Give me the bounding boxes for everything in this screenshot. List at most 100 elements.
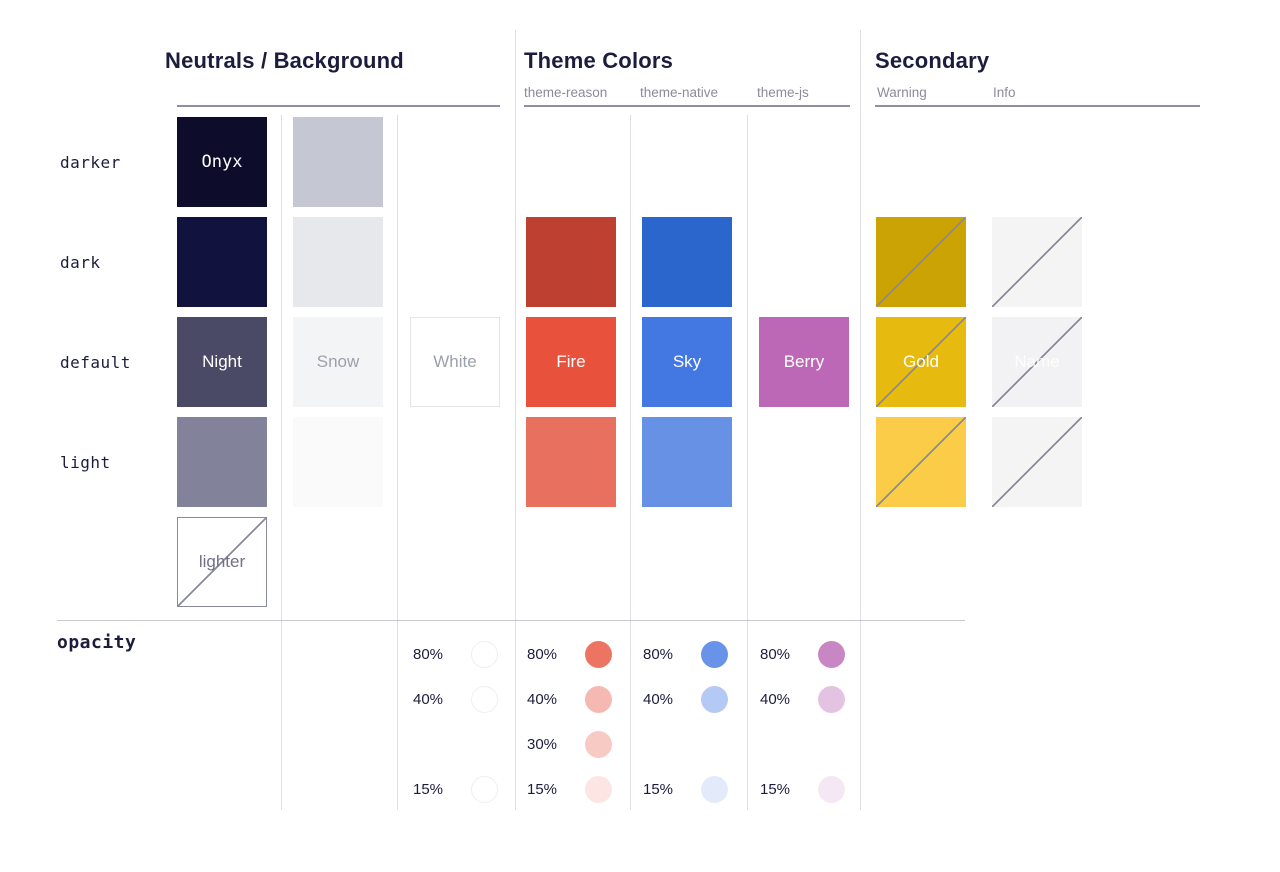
swatch-snow: Snow [293, 317, 383, 407]
section-title-theme: Theme Colors [524, 48, 674, 73]
column-label-info: Info [993, 85, 1016, 100]
swatch-navy-dark [177, 217, 267, 307]
opacity-row: 40% [760, 677, 870, 722]
swatch-warning-light [876, 417, 966, 507]
opacity-percent-label: 15% [643, 781, 674, 798]
row-label-default: default [60, 353, 131, 372]
opacity-row: 40% [413, 677, 523, 722]
opacity-dot [818, 686, 845, 713]
swatch-info-dark [992, 217, 1082, 307]
swatch-name-label: Sky [672, 352, 702, 371]
row-label-darker: darker [60, 153, 121, 172]
opacity-dot [585, 686, 612, 713]
section-title-secondary: Secondary [875, 48, 990, 73]
section-underline-secondary [875, 105, 1200, 107]
swatch-bg-dark [293, 217, 383, 307]
row-label-light: light [60, 453, 111, 472]
swatch-name-label: lighter [198, 552, 246, 571]
column-label-theme-native: theme-native [640, 85, 719, 100]
section-divider [860, 30, 861, 810]
opacity-dot [701, 776, 728, 803]
swatch-name-label: Name [1014, 352, 1060, 371]
swatch-gold: Gold [876, 317, 966, 407]
opacity-percent-label: 80% [760, 646, 791, 663]
opacity-row: 15% [413, 767, 523, 812]
swatch-sky-light [642, 417, 732, 507]
swatch-name-label: Gold [903, 352, 939, 371]
opacity-row: 15% [760, 767, 870, 812]
swatch-name-label: Snow [316, 352, 360, 371]
opacity-section-divider [57, 620, 965, 621]
column-divider [747, 115, 748, 810]
opacity-percent-label: 15% [760, 781, 791, 798]
opacity-dot [471, 776, 498, 803]
opacity-row: 40% [643, 677, 753, 722]
opacity-row-empty [760, 722, 870, 767]
swatch-fire-light [526, 417, 616, 507]
opacity-percent-label: 15% [413, 781, 444, 798]
column-label-theme-reason: theme-reason [524, 85, 608, 100]
swatch-slate-light [177, 417, 267, 507]
opacity-row: 80% [527, 632, 637, 677]
opacity-percent-label: 40% [527, 691, 558, 708]
opacity-dot [585, 776, 612, 803]
opacity-row: 80% [413, 632, 523, 677]
opacity-dot [701, 641, 728, 668]
opacity-percent-label: 80% [527, 646, 558, 663]
opacity-column-fire: 80% 40% 30% 15% [527, 632, 637, 812]
swatch-white: White [410, 317, 500, 407]
swatch-name-label: Night [202, 352, 242, 371]
opacity-percent-label: 80% [643, 646, 674, 663]
swatch-fire-dark [526, 217, 616, 307]
opacity-dot [818, 641, 845, 668]
swatch-warning-dark [876, 217, 966, 307]
row-label-dark: dark [60, 253, 101, 272]
opacity-row: 80% [643, 632, 753, 677]
opacity-row: 15% [527, 767, 637, 812]
opacity-column-white: 80% 40% 15% [413, 632, 523, 812]
opacity-percent-label: 80% [413, 646, 444, 663]
swatch-info-light [992, 417, 1082, 507]
swatch-sky-dark [642, 217, 732, 307]
section-title-neutrals: Neutrals / Background [165, 48, 404, 73]
swatch-name-label: White [433, 352, 477, 371]
opacity-row: 30% [527, 722, 637, 767]
row-label-opacity: opacity [57, 632, 137, 653]
opacity-percent-label: 30% [527, 736, 558, 753]
column-divider [281, 115, 282, 810]
opacity-row: 15% [643, 767, 753, 812]
swatch-fire: Fire [526, 317, 616, 407]
swatch-berry: Berry [759, 317, 849, 407]
swatch-sky: Sky [642, 317, 732, 407]
opacity-percent-label: 40% [413, 691, 444, 708]
swatch-night: Night [177, 317, 267, 407]
swatch-bg-light [293, 417, 383, 507]
swatch-bg-darker [293, 117, 383, 207]
column-divider [397, 115, 398, 810]
opacity-percent-label: 15% [527, 781, 558, 798]
opacity-dot [585, 731, 612, 758]
opacity-percent-label: 40% [643, 691, 674, 708]
column-label-theme-js: theme-js [757, 85, 809, 100]
swatch-onyx: Onyx [177, 117, 267, 207]
section-underline-theme [524, 105, 850, 107]
opacity-column-berry: 80% 40% 15% [760, 632, 870, 812]
opacity-dot [471, 686, 498, 713]
swatch-name-label: Onyx [201, 152, 243, 172]
opacity-dot [701, 686, 728, 713]
swatch-lighter: lighter [177, 517, 267, 607]
section-divider [515, 30, 516, 810]
column-label-warning: Warning [877, 85, 927, 100]
opacity-dot [818, 776, 845, 803]
swatch-info-default: Name [992, 317, 1082, 407]
section-underline-neutrals [177, 105, 500, 107]
opacity-row-empty [413, 722, 523, 767]
opacity-row: 80% [760, 632, 870, 677]
column-divider [630, 115, 631, 810]
opacity-row-empty [643, 722, 753, 767]
swatch-name-label: Berry [783, 352, 825, 371]
opacity-percent-label: 40% [760, 691, 791, 708]
opacity-column-sky: 80% 40% 15% [643, 632, 753, 812]
swatch-name-label: Fire [556, 352, 586, 371]
